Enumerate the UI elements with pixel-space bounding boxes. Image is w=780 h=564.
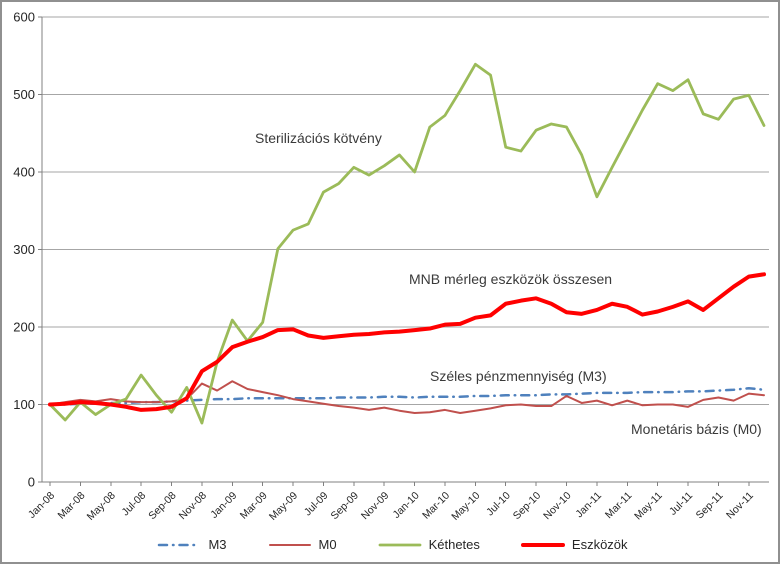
legend-label-eszkozok: Eszközök [571,537,628,552]
y-tick-label: 200 [13,320,35,335]
y-tick-label: 400 [13,165,35,180]
x-tick-label: Mar-10 [420,490,452,522]
kethetes-line-sample [378,543,421,546]
annotation-mnb-merleg-eszkozok: MNB mérleg eszközök összesen [409,271,613,287]
x-tick-label: Jul-11 [667,490,695,518]
x-tick-label: Nov-10 [541,490,574,523]
x-tick-label: Mar-09 [238,490,270,522]
x-tick-label: Jul-08 [120,490,149,519]
x-tick-label: Mar-11 [603,490,635,522]
x-tick-label: May-10 [449,490,482,523]
x-tick-label: Jan-08 [26,490,57,521]
m0-line-sample [268,543,311,546]
series-line-m0 [49,380,765,415]
x-tick-label: May-08 [85,490,118,523]
x-tick-label: Sep-11 [694,490,726,522]
x-tick-label: Nov-09 [359,490,392,523]
x-tick-label: Nov-08 [177,490,210,523]
x-tick-label: Jul-09 [302,490,331,519]
legend-item-m3: M3 [156,537,227,552]
y-tick-label: 300 [13,242,35,257]
series-line-eszközök [48,272,766,412]
legend-item-eszkozok: Eszközök [520,537,628,552]
legend-label-m0: M0 [318,537,337,552]
series-line-m3 [48,386,766,406]
y-tick-label: 500 [13,87,35,102]
annotation-sterilizacios-kotveny: Sterilizációs kötvény [255,130,382,146]
x-tick-label: Nov-11 [724,490,756,522]
x-tick-label: Mar-08 [55,490,87,522]
legend-item-m0: M0 [267,537,337,552]
x-tick-label: May-09 [267,490,300,523]
annotation-monetaris-bazis-m0: Monetáris bázis (M0) [631,421,762,437]
m3-dashdot-line-sample [158,543,201,546]
y-tick-label: 600 [13,10,35,25]
y-tick-label: 0 [28,475,35,490]
x-tick-label: Jan-09 [208,490,239,521]
chart-legend: M3 M0 Kéthetes Eszközök [2,537,778,552]
legend-label-kethetes: Kéthetes [428,537,480,552]
x-tick-label: Sep-09 [329,490,362,523]
x-tick-label: Jan-10 [391,490,422,521]
legend-item-kethetes: Kéthetes [377,537,480,552]
x-tick-label: Sep-10 [511,490,544,523]
eszkozok-line-sample [520,542,565,547]
x-tick-label: May-11 [632,490,665,523]
x-tick-label: Jan-11 [573,490,604,521]
y-tick-label: 100 [13,397,35,412]
annotation-szeles-penzmennyiseg-m3: Széles pénzmennyiség (M3) [430,368,607,384]
legend-label-m3: M3 [208,537,227,552]
x-tick-label: Sep-08 [146,490,179,523]
x-tick-label: Jul-10 [484,490,513,519]
series-line-kéthetes [48,62,766,425]
